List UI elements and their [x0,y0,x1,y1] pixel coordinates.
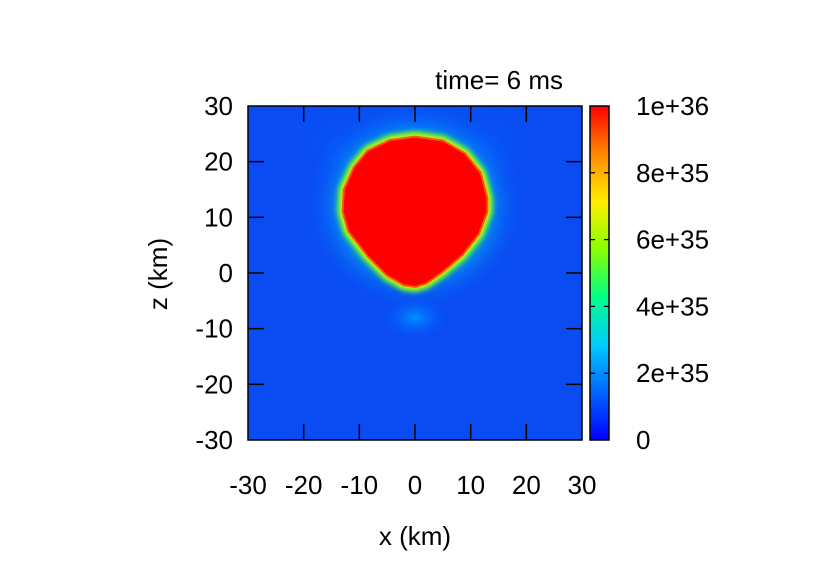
x-tick-label: 30 [568,470,597,500]
x-tick-label: -20 [285,470,323,500]
heatmap-saturated-blob [341,135,489,288]
heatmap-layer [248,106,582,440]
x-tick-label: -30 [229,470,267,500]
y-tick-label: 20 [204,147,233,177]
x-tick-label: 10 [456,470,485,500]
colorbar-tick-label: 6e+35 [636,225,709,255]
colorbar-tick-label: 1e+36 [636,91,709,121]
colorbar [590,106,609,440]
colorbar-ticks: 0 2e+35 4e+35 6e+35 8e+35 1e+36 [590,91,709,455]
y-axis-label: z (km) [143,238,173,310]
x-tick-label: 0 [408,470,422,500]
x-tick-label: -10 [341,470,379,500]
y-tick-label: 30 [204,91,233,121]
colorbar-tick-label: 0 [636,425,650,455]
colorbar-tick-label: 8e+35 [636,158,709,188]
y-tick-label: 10 [204,202,233,232]
y-tick-label: 0 [219,258,233,288]
colorbar-tick-label: 4e+35 [636,291,709,321]
x-axis-ticks: -30 -20 -10 0 10 20 30 [229,106,596,500]
x-tick-label: 20 [512,470,541,500]
colorbar-frame [589,105,610,441]
y-axis-ticks: -30 -20 -10 0 10 20 30 [195,91,582,455]
x-axis-label: x (km) [379,521,451,551]
y-tick-label: -20 [195,369,233,399]
heatmap-faint-bump [381,295,449,340]
y-tick-label: -30 [195,425,233,455]
colorbar-tick-label: 2e+35 [636,358,709,388]
y-tick-label: -10 [195,314,233,344]
chart-title: time= 6 ms [435,65,563,95]
